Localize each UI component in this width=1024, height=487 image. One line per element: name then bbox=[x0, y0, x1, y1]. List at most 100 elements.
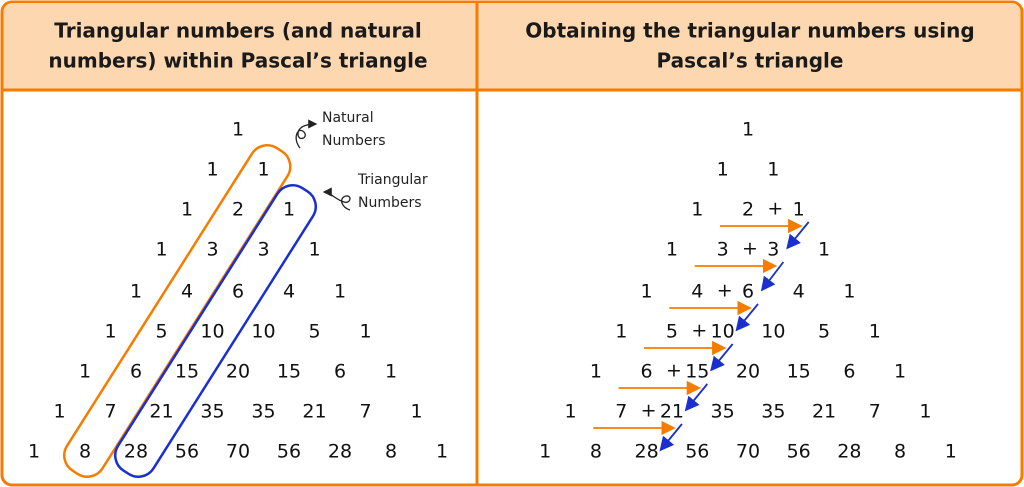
pascal-number: 10 bbox=[251, 321, 275, 343]
header-title: Triangular numbers (and natural bbox=[54, 19, 421, 43]
result-arrow bbox=[659, 423, 683, 452]
pascal-number: 6 bbox=[130, 361, 142, 383]
pascal-number: 20 bbox=[226, 361, 250, 383]
pascal-number: 10 bbox=[711, 321, 735, 343]
pascal-number: 1 bbox=[894, 361, 906, 383]
pascal-number: 56 bbox=[685, 441, 709, 463]
plus-sign: + bbox=[717, 280, 733, 302]
pascal-number: 6 bbox=[843, 361, 855, 383]
pascal-number: 28 bbox=[328, 441, 352, 463]
pascal-number: 21 bbox=[149, 401, 173, 423]
pascal-number: 1 bbox=[717, 159, 729, 181]
pascal-number: 28 bbox=[635, 441, 659, 463]
pascal-number: 35 bbox=[200, 401, 224, 423]
pascal-number: 7 bbox=[359, 401, 371, 423]
pascal-number: 1 bbox=[818, 239, 830, 261]
pascal-number: 1 bbox=[385, 361, 397, 383]
pascal-number: 1 bbox=[666, 239, 678, 261]
pascal-number: 1 bbox=[691, 199, 703, 221]
result-arrow bbox=[735, 303, 759, 332]
pascal-number: 20 bbox=[736, 361, 760, 383]
header-title: Pascal’s triangle bbox=[657, 49, 844, 73]
pascal-number: 1 bbox=[79, 361, 91, 383]
pascal-number: 35 bbox=[761, 401, 785, 423]
pascal-number: 3 bbox=[257, 239, 269, 261]
pascal-number: 2 bbox=[742, 199, 754, 221]
pascal-number: 1 bbox=[206, 159, 218, 181]
result-arrow bbox=[760, 261, 785, 292]
plus-sign: + bbox=[691, 320, 707, 342]
pascal-number: 1 bbox=[130, 281, 142, 303]
pascal-number: 56 bbox=[175, 441, 199, 463]
pascal-number: 7 bbox=[869, 401, 881, 423]
pascal-number: 56 bbox=[277, 441, 301, 463]
pascal-number: 1 bbox=[565, 401, 577, 423]
pascal-number: 4 bbox=[283, 281, 295, 303]
pascal-number: 1 bbox=[28, 441, 40, 463]
pascal-number: 1 bbox=[539, 441, 551, 463]
pascal-number: 1 bbox=[155, 239, 167, 261]
pascal-number: 6 bbox=[742, 281, 754, 303]
pascal-number: 1 bbox=[793, 199, 805, 221]
pascal-number: 8 bbox=[79, 441, 91, 463]
header-bg bbox=[3, 3, 1021, 90]
pascal-number: 1 bbox=[843, 281, 855, 303]
pascal-number: 35 bbox=[711, 401, 735, 423]
pascal-number: 56 bbox=[787, 441, 811, 463]
pascal-number: 70 bbox=[736, 441, 760, 463]
pascal-number: 1 bbox=[590, 361, 602, 383]
pascal-number: 10 bbox=[761, 321, 785, 343]
pascal-number: 1 bbox=[334, 281, 346, 303]
pascal-number: 70 bbox=[226, 441, 250, 463]
annotation: Numbers bbox=[322, 133, 386, 149]
pascal-number: 8 bbox=[894, 441, 906, 463]
result-arrow bbox=[786, 221, 810, 250]
pascal-number: 8 bbox=[590, 441, 602, 463]
pascal-number: 28 bbox=[837, 441, 861, 463]
pascal-number: 1 bbox=[308, 239, 320, 261]
header-title: Obtaining the triangular numbers using bbox=[525, 19, 974, 43]
pascal-number: 4 bbox=[181, 281, 193, 303]
plus-sign: + bbox=[641, 400, 657, 422]
pascal-number: 1 bbox=[181, 199, 193, 221]
pascal-number: 1 bbox=[257, 159, 269, 181]
pascal-number: 28 bbox=[124, 441, 148, 463]
pascal-number: 21 bbox=[302, 401, 326, 423]
pascal-number: 1 bbox=[742, 119, 754, 141]
pascal-number: 10 bbox=[200, 321, 224, 343]
pascal-number: 35 bbox=[251, 401, 275, 423]
pascal-number: 8 bbox=[385, 441, 397, 463]
pascal-number: 15 bbox=[685, 361, 709, 383]
pascal-number: 2 bbox=[232, 199, 244, 221]
plus-sign: + bbox=[666, 360, 682, 382]
pascal-number: 7 bbox=[615, 401, 627, 423]
pascal-number: 15 bbox=[175, 361, 199, 383]
highlight-loop bbox=[114, 184, 317, 478]
pascal-number: 6 bbox=[641, 361, 653, 383]
pascal-number: 5 bbox=[308, 321, 320, 343]
result-arrow bbox=[684, 383, 708, 412]
pascal-number: 3 bbox=[767, 239, 779, 261]
pascal-number: 1 bbox=[410, 401, 422, 423]
pascal-number: 1 bbox=[104, 321, 116, 343]
pascal-number: 7 bbox=[104, 401, 116, 423]
pascal-number: 1 bbox=[919, 401, 931, 423]
pascal-number: 1 bbox=[232, 119, 244, 141]
pascal-number: 1 bbox=[641, 281, 653, 303]
annotation-arrow bbox=[322, 187, 351, 211]
pascal-number: 1 bbox=[945, 441, 957, 463]
pascal-number: 21 bbox=[660, 401, 684, 423]
pascal-number: 15 bbox=[787, 361, 811, 383]
pascal-number: 3 bbox=[206, 239, 218, 261]
pascal-number: 21 bbox=[812, 401, 836, 423]
pascal-number: 1 bbox=[869, 321, 881, 343]
pascal-number: 1 bbox=[53, 401, 65, 423]
pascal-number: 6 bbox=[334, 361, 346, 383]
pascal-number: 5 bbox=[155, 321, 167, 343]
pascal-number: 5 bbox=[818, 321, 830, 343]
header-title: numbers) within Pascal’s triangle bbox=[48, 49, 427, 73]
pascal-number: 4 bbox=[793, 281, 805, 303]
annotation-arrow bbox=[295, 119, 318, 149]
